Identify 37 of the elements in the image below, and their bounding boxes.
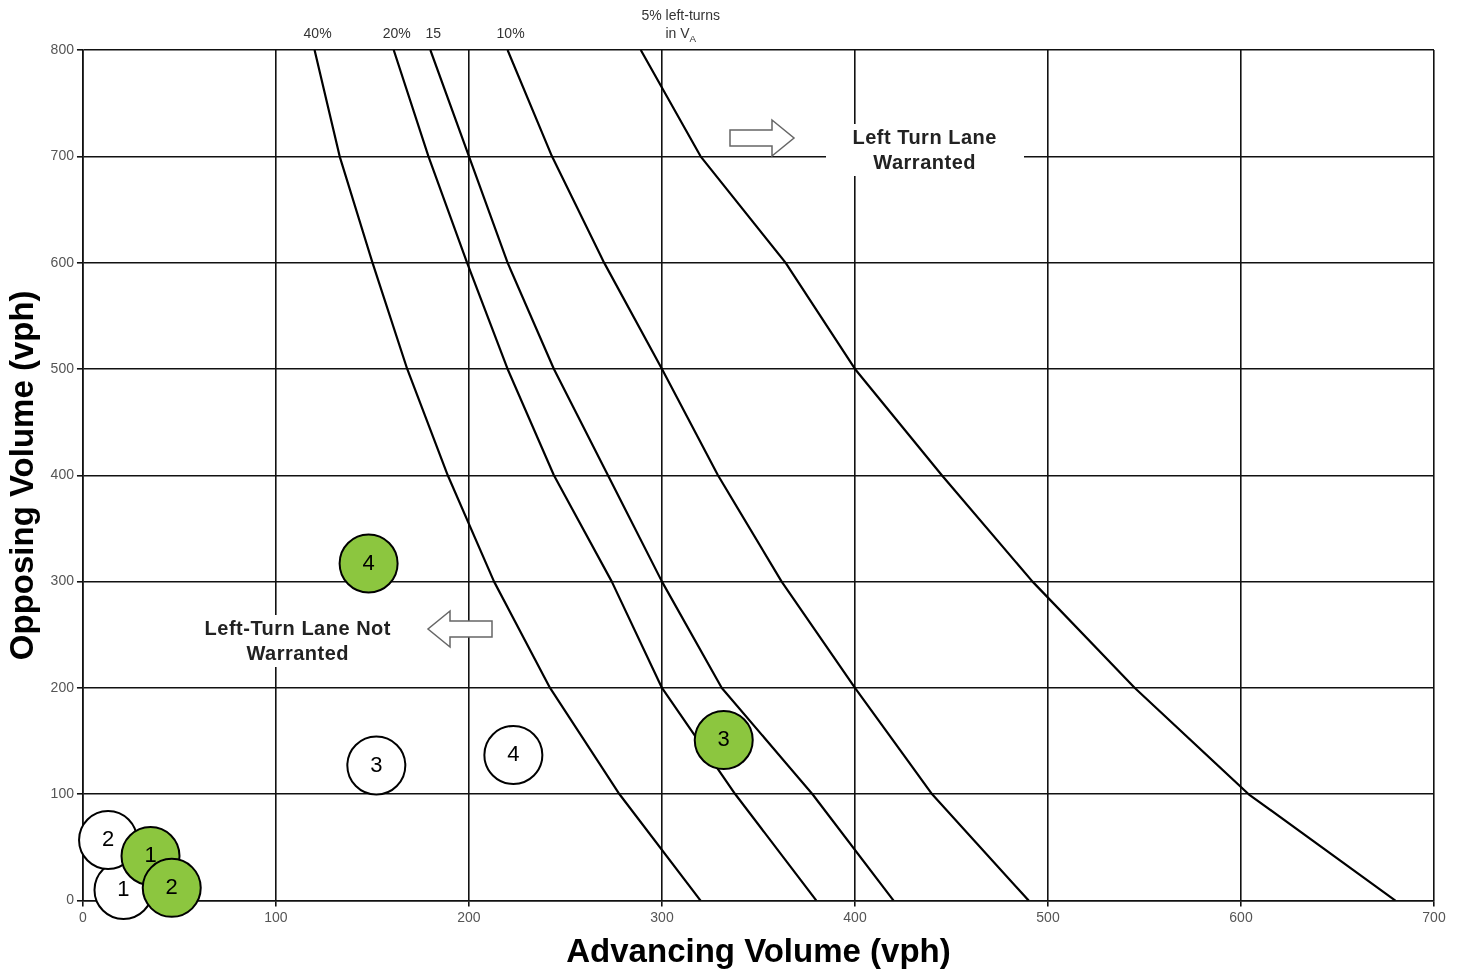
y-tick-label: 700 bbox=[50, 147, 75, 164]
x-tick-label: 200 bbox=[457, 908, 481, 925]
series-label: 10% bbox=[496, 25, 525, 41]
x-tick-label: 300 bbox=[650, 908, 674, 925]
y-tick-label: 0 bbox=[66, 891, 75, 908]
series-label: 40% bbox=[303, 25, 332, 41]
x-tick-label: 400 bbox=[843, 908, 867, 925]
annotation: 1 bbox=[117, 876, 130, 902]
series-label: 15 bbox=[425, 25, 442, 41]
annotation: Left Turn Lane Warranted bbox=[825, 123, 1024, 176]
x-axis-title: Advancing Volume (vph) bbox=[566, 932, 951, 970]
y-tick-label: 300 bbox=[50, 572, 75, 589]
y-tick-label: 500 bbox=[50, 359, 75, 376]
annotation: Left-Turn Lane Not Warranted bbox=[198, 615, 397, 668]
point bbox=[338, 533, 399, 594]
x-tick-label: 0 bbox=[79, 908, 88, 925]
x-tick-label: 600 bbox=[1229, 908, 1253, 925]
x-tick-label: 100 bbox=[264, 908, 288, 925]
y-tick-label: 800 bbox=[50, 40, 75, 57]
x-tick-label: 700 bbox=[1422, 908, 1446, 925]
annotation: 4 bbox=[362, 549, 375, 575]
annotation: 3 bbox=[717, 726, 730, 752]
y-tick-label: 200 bbox=[50, 678, 75, 695]
y-axis-title: Opposing Volume (vph) bbox=[2, 290, 40, 661]
annotation: 2 bbox=[165, 873, 178, 899]
annotation: 3 bbox=[370, 751, 383, 777]
y-tick-label: 100 bbox=[50, 785, 75, 802]
annotation: 1 bbox=[144, 842, 157, 868]
point bbox=[346, 735, 407, 796]
y-tick-label: 400 bbox=[50, 466, 75, 483]
y-tick-label: 600 bbox=[50, 253, 75, 270]
annotation: 4 bbox=[507, 741, 520, 766]
point bbox=[483, 724, 544, 785]
x-tick-label: 500 bbox=[1036, 908, 1060, 925]
series-label: 20% bbox=[382, 25, 411, 41]
point bbox=[693, 710, 754, 771]
annotation: 2 bbox=[101, 826, 115, 852]
